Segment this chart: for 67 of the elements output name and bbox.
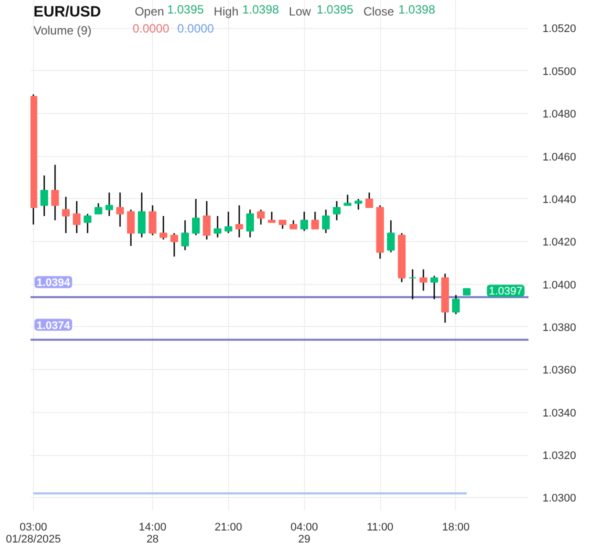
candlestick [160, 215, 168, 240]
ref-line-label: 1.0374 [36, 320, 72, 332]
y-tick-label: 1.0300 [542, 492, 576, 505]
annotation: 1.0398 [242, 2, 280, 16]
candlestick [214, 215, 222, 238]
y-tick-label: 1.0480 [542, 108, 576, 121]
candlestick [94, 202, 102, 215]
ref-line-label: 1.0394 [36, 277, 72, 290]
y-tick-label: 1.0520 [542, 23, 576, 36]
y-tick-label: 1.0400 [542, 279, 576, 292]
candlestick [235, 204, 244, 238]
candlestick [322, 208, 330, 234]
candlestick [72, 200, 81, 234]
candlestick [365, 192, 374, 208]
y-tick-label: 1.0340 [542, 407, 576, 420]
annotation: 1.0398 [398, 2, 436, 16]
candlestick [84, 213, 92, 234]
chart-title: EUR/USD [34, 4, 102, 20]
candlestick [170, 232, 178, 258]
candlestick [300, 211, 308, 232]
candlestick [257, 208, 265, 226]
y-tick-label: 1.0320 [542, 450, 576, 462]
candlestick [40, 174, 48, 217]
candlestick [332, 200, 341, 221]
candlestick [246, 208, 254, 238]
candlestick [127, 208, 135, 247]
candlestick [181, 220, 189, 251]
candlestick [148, 204, 156, 236]
y-tick-label: 1.0500 [542, 66, 576, 78]
candlestick [452, 294, 460, 315]
x-tick-label: 14:00 28 [138, 522, 166, 546]
annotation: 1.0395 [167, 2, 204, 16]
candlestick [311, 211, 319, 230]
annotation: 0.0000 [177, 22, 214, 36]
candlestick [430, 275, 438, 300]
y-tick-label: 1.0460 [542, 151, 576, 164]
annotation: Close [363, 4, 394, 18]
candlestick [268, 211, 276, 224]
annotation: High [214, 4, 238, 18]
candlestick [51, 164, 59, 221]
candlestick [354, 198, 362, 210]
annotation: Open [134, 4, 164, 18]
annotation: Low [288, 4, 312, 18]
y-tick-label: 1.0380 [542, 322, 576, 334]
x-tick-label: 04:00 29 [290, 522, 318, 546]
x-tick-label: 21:00 [214, 522, 242, 534]
candlestick [62, 196, 70, 234]
candlestick [408, 268, 416, 300]
annotation: 1.0397 [488, 286, 523, 298]
y-tick-label: 1.0440 [542, 194, 576, 206]
candlestick [105, 192, 114, 217]
y-tick-label: 1.0420 [542, 236, 576, 249]
candlestick [202, 200, 211, 240]
candlestick [387, 220, 395, 253]
candlestick [420, 268, 428, 292]
x-tick-label: 11:00 [366, 522, 394, 534]
candlestick [138, 192, 146, 238]
candlestick [116, 192, 124, 228]
text: Volume (9) [34, 24, 92, 38]
candlestick [224, 211, 232, 234]
candlestick [192, 198, 200, 236]
annotation: 0.0000 [132, 22, 170, 36]
x-tick-label: 03:00 01/28/2025 [6, 522, 61, 546]
candlestick [344, 194, 352, 206]
y-tick-label: 1.0360 [542, 364, 576, 377]
x-tick-label: 18:00 [442, 522, 470, 534]
annotation: 1.0395 [316, 2, 354, 16]
